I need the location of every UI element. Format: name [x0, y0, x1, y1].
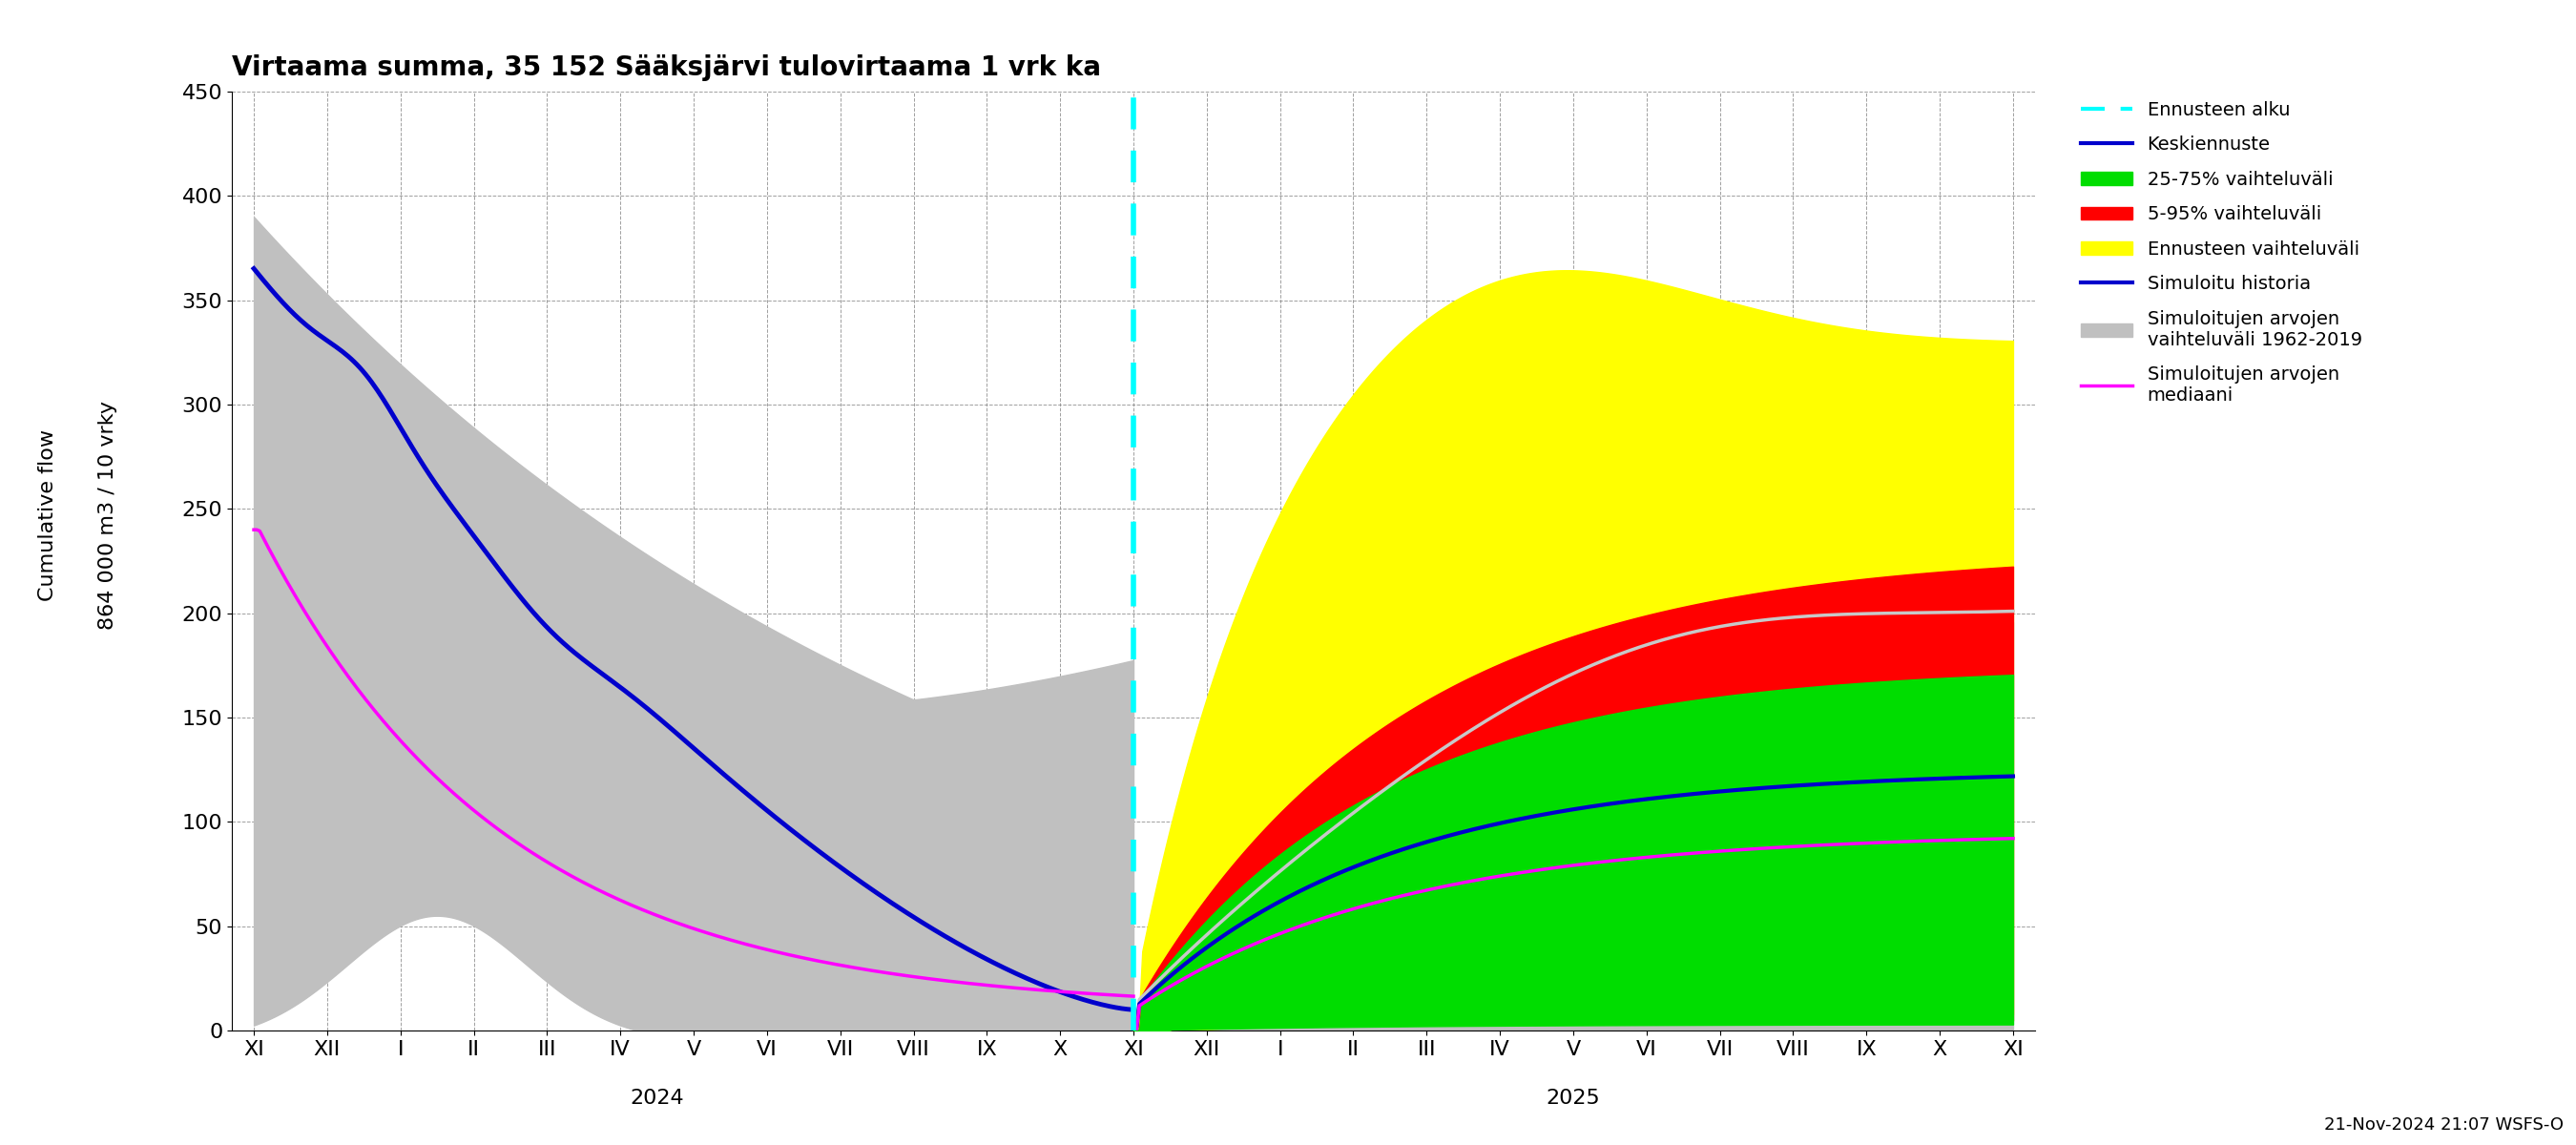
Text: 864 000 m3 / 10 vrky: 864 000 m3 / 10 vrky: [98, 401, 116, 630]
Text: 21-Nov-2024 21:07 WSFS-O: 21-Nov-2024 21:07 WSFS-O: [2324, 1116, 2563, 1134]
Text: Virtaama summa, 35 152 Sääksjärvi tulovirtaama 1 vrk ka: Virtaama summa, 35 152 Sääksjärvi tulovi…: [232, 55, 1100, 81]
Text: 2025: 2025: [1546, 1089, 1600, 1108]
Legend: Ennusteen alku, Keskiennuste, 25-75% vaihteluväli, 5-95% vaihteluväli, Ennusteen: Ennusteen alku, Keskiennuste, 25-75% vai…: [2081, 101, 2362, 405]
Text: Cumulative flow: Cumulative flow: [39, 429, 57, 601]
Text: 2024: 2024: [631, 1089, 685, 1108]
